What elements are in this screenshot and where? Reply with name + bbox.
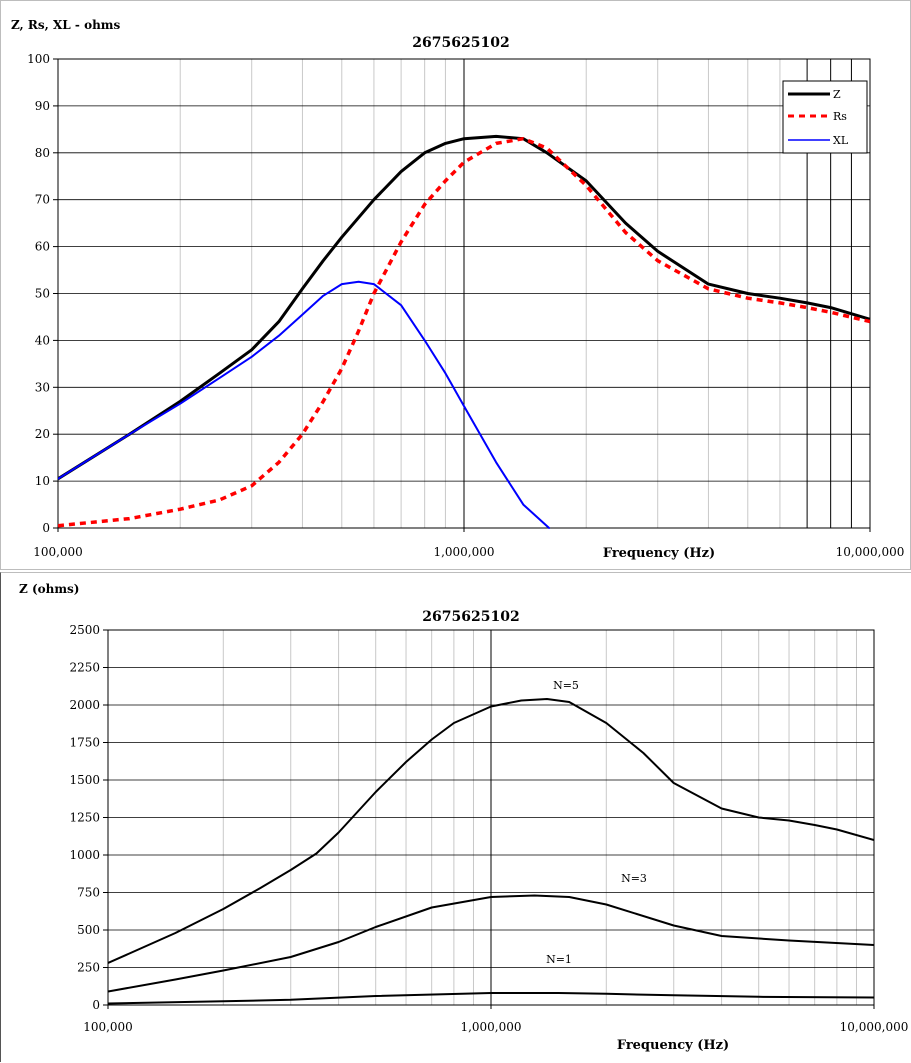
y-axis-label: Z, Rs, XL - ohms <box>11 18 120 32</box>
y-tick-label: 10 <box>35 474 50 488</box>
y-tick-label: 20 <box>35 427 50 441</box>
x-tick-label: 1,000,000 <box>460 1020 521 1034</box>
legend-label-rs: Rs <box>833 110 847 123</box>
legend-label-z: Z <box>833 88 841 101</box>
chart-panel-impedance-components: 0 10 20 30 40 50 60 70 80 90 100 100,000 1,000,000 10… <box>0 0 911 570</box>
series-line-rs <box>58 136 870 528</box>
chart-title: 2675625102 <box>412 35 509 51</box>
y-tick-label: 90 <box>35 99 50 113</box>
y-axis-label: Z (ohms) <box>19 582 79 596</box>
y-tick-label: 100 <box>27 52 50 66</box>
chart-title: 2675625102 <box>422 609 519 625</box>
x-axis-label: Frequency (Hz) <box>603 546 715 561</box>
impedance-turns-chart: 0 250 500 750 1000 1250 1500 1750 2000 2250 2500 10… <box>19 582 908 1053</box>
series-label-n1: N=1 <box>546 953 572 966</box>
y-tick-label: 500 <box>77 923 100 937</box>
chart-panel-impedance-turns: 0 250 500 750 1000 1250 1500 1750 2000 2250 2500 10… <box>0 572 911 1062</box>
y-tick-label: 30 <box>35 380 50 394</box>
y-tick-label: 80 <box>35 146 50 160</box>
x-tick-label: 100,000 <box>83 1020 133 1034</box>
y-tick-label: 0 <box>92 998 100 1012</box>
y-tick-label: 1000 <box>69 848 100 862</box>
y-tick-label: 70 <box>35 193 50 207</box>
y-tick-label: 1750 <box>69 736 100 750</box>
series-lines <box>58 134 870 529</box>
axis-ticks: 0 10 20 30 40 50 60 70 80 90 100 100,000 1,000,000 10… <box>27 52 904 559</box>
series-line-n3 <box>108 894 874 993</box>
y-tick-label: 1250 <box>69 811 100 825</box>
series-lines <box>108 698 874 1005</box>
y-tick-label: 250 <box>77 961 100 975</box>
x-tick-label: 10,000,000 <box>840 1020 909 1034</box>
series-line-n1 <box>108 992 874 1005</box>
series-line-n5 <box>108 698 874 964</box>
y-tick-label: 60 <box>35 240 50 254</box>
y-tick-label: 750 <box>77 886 100 900</box>
legend: Z Rs XL <box>782 80 868 154</box>
x-tick-label: 10,000,000 <box>836 545 905 559</box>
series-line-z <box>58 134 870 481</box>
series-line-xl <box>58 280 551 529</box>
y-tick-label: 2500 <box>69 623 100 637</box>
y-tick-label: 40 <box>35 333 50 347</box>
series-label-n3: N=3 <box>621 872 647 885</box>
legend-label-xl: XL <box>833 134 849 147</box>
y-tick-label: 1500 <box>69 773 100 787</box>
axis-ticks: 0 250 500 750 1000 1250 1500 1750 2000 2250 2500 10… <box>69 623 908 1034</box>
x-tick-label: 1,000,000 <box>433 545 494 559</box>
y-tick-label: 50 <box>35 287 50 301</box>
y-tick-label: 0 <box>42 521 50 535</box>
y-tick-label: 2250 <box>69 661 100 675</box>
x-axis-label: Frequency (Hz) <box>617 1038 729 1053</box>
x-tick-label: 100,000 <box>33 545 83 559</box>
impedance-components-chart: 0 10 20 30 40 50 60 70 80 90 100 100,000 1,000,000 10… <box>11 18 904 561</box>
series-label-n5: N=5 <box>553 679 579 692</box>
y-tick-label: 2000 <box>69 698 100 712</box>
